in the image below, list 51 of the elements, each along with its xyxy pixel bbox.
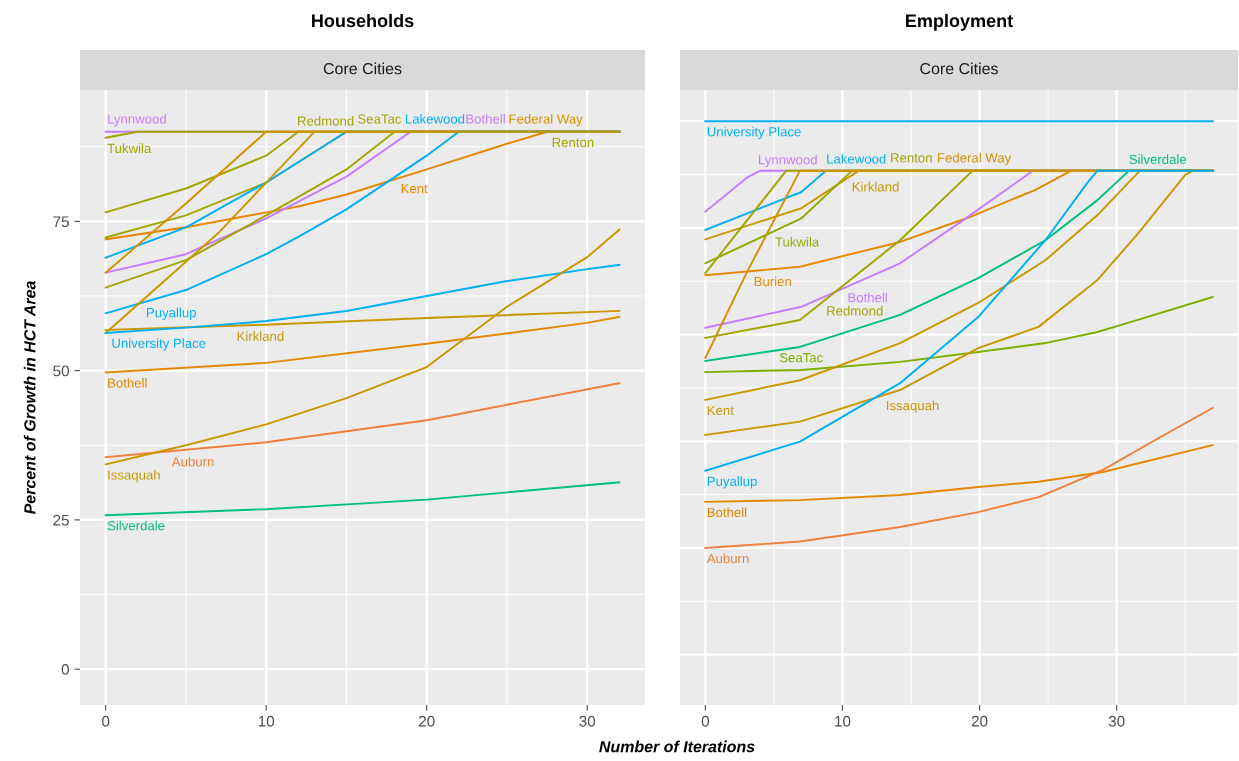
chart-subtitle: Core Cities <box>920 62 998 75</box>
y-tick-label: 0 <box>61 664 69 675</box>
x-tick-label: 0 <box>701 715 710 727</box>
series-label: Kirkland <box>237 331 284 341</box>
series-label: Kent <box>401 184 428 194</box>
chart-subtitle: Core Cities <box>323 62 402 75</box>
series-label: Bothell <box>707 507 747 518</box>
x-axis-title: Number of Iterations <box>599 740 755 753</box>
series-label: University Place <box>112 338 206 351</box>
series-label: Issaquah <box>108 469 160 483</box>
y-tick-label: 75 <box>53 216 69 228</box>
x-tick-label: 0 <box>102 715 110 727</box>
chart-title: Employment <box>906 13 1013 31</box>
series-label: Lynnwood <box>108 113 166 127</box>
series-label: Puyallup <box>707 476 757 489</box>
x-tick-label: 20 <box>971 715 988 727</box>
series-label: SeaTac <box>358 114 402 124</box>
series-label: Silverdale <box>1129 154 1187 165</box>
x-tick-label: 10 <box>258 715 275 727</box>
y-axis-title: Percent of Growth in HCT Area <box>23 281 36 515</box>
x-tick-label: 30 <box>1108 715 1125 727</box>
series-label: Silverdale <box>107 520 165 531</box>
series-label: Kirkland <box>852 181 899 192</box>
series-label: SeaTac <box>779 352 823 363</box>
series-label: Tukwila <box>107 143 152 154</box>
series-label: Lynnwood <box>758 154 817 168</box>
series-label: Bothell <box>848 292 887 303</box>
x-tick-label: 10 <box>835 715 851 727</box>
series-label: Puyallup <box>147 307 196 320</box>
chart-title: Households <box>312 13 414 28</box>
y-tick-label: 25 <box>53 514 69 526</box>
series-label: Federal Way <box>509 113 583 127</box>
series-label: Lakewood <box>827 153 886 164</box>
series-label: Auburn <box>706 553 749 564</box>
series-label: Issaquah <box>887 400 939 413</box>
series-label: Redmond <box>827 305 883 316</box>
series-label: Tukwila <box>775 236 820 247</box>
series-label: Redmond <box>298 115 354 126</box>
series-label: Kent <box>707 405 734 416</box>
x-tick-label: 30 <box>579 715 596 727</box>
series-label: University Place <box>707 126 801 140</box>
y-tick-label: 50 <box>53 365 69 377</box>
series-label: Auburn <box>171 456 214 467</box>
series-label: Burien <box>754 276 791 287</box>
series-label: Renton <box>552 137 594 148</box>
x-tick-label: 20 <box>418 715 435 727</box>
series-label: Bothell <box>466 113 505 124</box>
series-label: Bothell <box>108 377 147 388</box>
series-label: Renton <box>891 153 932 163</box>
series-label: Lakewood <box>405 113 465 124</box>
series-label: Federal Way <box>938 152 1012 166</box>
